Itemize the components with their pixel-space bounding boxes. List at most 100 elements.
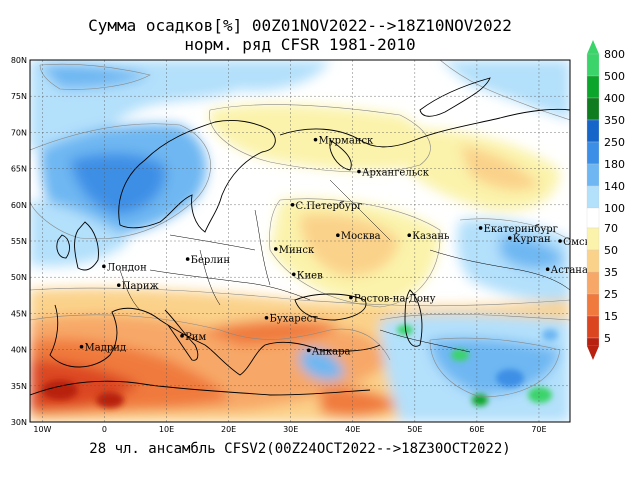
latitude-label: 75N	[11, 92, 27, 101]
colorbar-label: 500	[604, 70, 625, 83]
colorbar-label: 400	[604, 92, 625, 105]
city-marker	[185, 257, 190, 261]
city-marker	[349, 295, 353, 300]
colorbar-label: 100	[604, 202, 625, 215]
longitude-label: 0	[102, 425, 107, 434]
longitude-labels: 10W 0 10E 20E 30E 40E 50E 60E 70E	[33, 425, 546, 434]
colorbar-swatch	[586, 185, 600, 209]
precipitation-field	[30, 60, 570, 422]
city-label: Астана	[551, 265, 588, 276]
colorbar-label: 140	[604, 180, 625, 193]
city-label: Мурманск	[319, 136, 375, 147]
city-marker	[336, 233, 340, 238]
colorbar-label: 250	[604, 136, 625, 149]
colorbar-label: 5	[604, 332, 611, 345]
city-marker	[306, 348, 311, 353]
city-label: Москва	[341, 231, 381, 242]
city-label: Бухарест	[269, 314, 318, 325]
city-marker	[180, 334, 184, 338]
city-label: Омск	[563, 237, 592, 248]
colorbar-swatch	[586, 249, 600, 273]
map-frame	[29, 59, 571, 423]
city-marker	[407, 233, 412, 238]
colorbar-swatch	[586, 271, 600, 295]
colorbar-swatch	[586, 53, 600, 77]
city-label: Париж	[122, 281, 160, 292]
colorbar-swatch	[586, 75, 600, 99]
colorbar-swatch	[586, 207, 600, 229]
colorbar-label: 350	[604, 114, 625, 127]
map-subtitle: норм. ряд CFSR 1981-2010	[184, 35, 416, 54]
colorbar-swatch	[586, 315, 600, 339]
graticule	[30, 60, 570, 422]
colorbar-swatch	[586, 337, 600, 347]
latitude-label: 35N	[11, 382, 27, 391]
city-label: Берлин	[191, 255, 231, 266]
city-marker	[116, 283, 121, 287]
colorbar-swatch	[586, 97, 600, 121]
city-label: Рим	[185, 332, 206, 343]
longitude-label: 10E	[159, 425, 174, 434]
latitude-label: 30N	[11, 418, 27, 427]
colorbar-label: 180	[604, 158, 625, 171]
city-marker	[290, 203, 295, 207]
longitude-label: 10W	[33, 425, 51, 434]
city-marker	[507, 236, 512, 240]
city-marker	[478, 226, 483, 230]
longitude-label: 30E	[283, 425, 298, 434]
city-label: Лондон	[107, 262, 147, 273]
city-marker	[357, 169, 361, 174]
city-marker	[264, 315, 269, 320]
latitude-label: 40N	[11, 346, 27, 355]
city-label: Архангельск	[362, 167, 430, 178]
city-marker	[102, 264, 106, 269]
city-marker	[558, 239, 562, 243]
city-label: Анкара	[312, 346, 351, 357]
city-label: Казань	[412, 231, 450, 242]
colorbar-label: 50	[604, 244, 618, 257]
coastlines	[30, 77, 570, 396]
colorbar-label: 25	[604, 288, 618, 301]
latitude-label: 50N	[11, 273, 27, 282]
city-marker	[79, 344, 84, 349]
city-marker	[545, 267, 550, 272]
colorbar-swatch	[586, 227, 600, 251]
longitude-label: 60E	[469, 425, 484, 434]
colorbar-swatch	[586, 293, 600, 317]
colorbar-top-arrow	[587, 40, 599, 54]
latitude-labels: 80N 75N 70N 65N 60N 55N 50N 45N 40N 35N 30N	[11, 56, 27, 427]
latitude-label: 80N	[11, 56, 27, 65]
longitude-label: 70E	[531, 425, 546, 434]
city-label: Курган	[513, 234, 551, 245]
city-marker	[291, 272, 296, 277]
city-label: Мадрид	[85, 343, 127, 354]
latitude-label: 70N	[11, 128, 27, 137]
colorbar-label: 70	[604, 222, 618, 235]
latitude-label: 65N	[11, 165, 27, 174]
colorbar-swatch	[586, 163, 600, 187]
latitude-label: 60N	[11, 201, 27, 210]
colorbar-label: 800	[604, 48, 625, 61]
longitude-label: 20E	[221, 425, 236, 434]
city-label: Ростов-на-Дону	[354, 293, 436, 304]
city-marker	[273, 247, 278, 251]
ensemble-footer: 28 чл. ансамбль CFSV2(00Z24OCT2022-->18Z…	[89, 441, 511, 457]
longitude-label: 40E	[345, 425, 360, 434]
colorbar-swatch	[586, 119, 600, 143]
colorbar: 800 500 400 350 250 180 140 100 70 50 35 25 15 5	[586, 40, 625, 360]
city-label: Екатеринбург	[484, 224, 558, 235]
latitude-label: 45N	[11, 309, 27, 318]
city-marker	[313, 137, 318, 142]
city-label: Киев	[297, 270, 323, 281]
latitude-label: 55N	[11, 237, 27, 246]
colorbar-swatch	[586, 141, 600, 165]
longitude-label: 50E	[407, 425, 422, 434]
city-label: Минск	[279, 245, 315, 256]
contour-lines	[30, 60, 570, 398]
city-labels: Мурманск Архангельск С.Петербург Москва Каза…	[79, 136, 592, 357]
colorbar-label: 35	[604, 266, 618, 279]
city-label: С.Петербург	[296, 201, 363, 212]
colorbar-label: 15	[604, 310, 618, 323]
colorbar-bottom-arrow	[587, 346, 599, 360]
